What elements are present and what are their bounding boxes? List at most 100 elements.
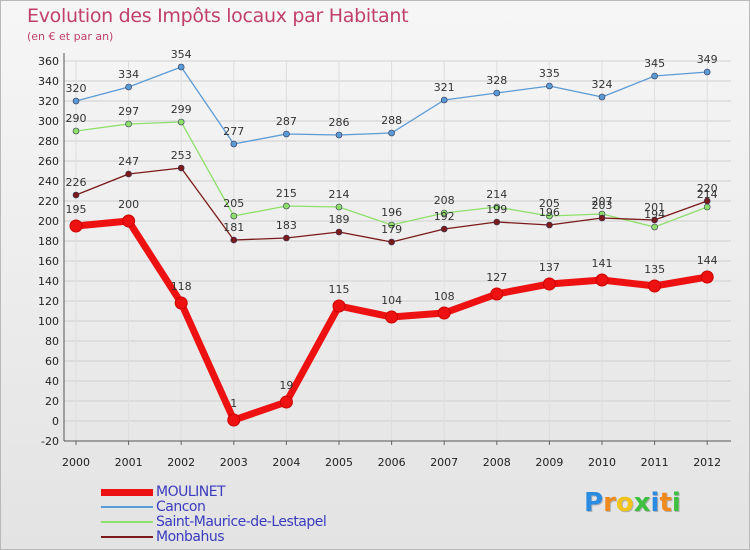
data-point — [598, 214, 606, 222]
data-label: 115 — [329, 283, 350, 296]
axes — [63, 53, 731, 445]
data-point — [546, 212, 553, 220]
data-point — [388, 221, 395, 229]
y-tick-label: 140 — [38, 275, 59, 288]
logo-letter: i — [671, 488, 681, 518]
data-point — [703, 197, 711, 205]
data-point — [177, 118, 185, 126]
data-label: 328 — [486, 74, 507, 87]
y-tick-label: 40 — [45, 375, 59, 388]
data-label: 334 — [118, 68, 139, 81]
legend-swatch — [101, 506, 153, 508]
data-point — [703, 68, 711, 76]
x-tick-label: 2001 — [115, 456, 143, 469]
y-tick-label: 180 — [38, 235, 59, 248]
data-point — [490, 287, 504, 301]
data-point — [335, 203, 343, 211]
legend-label: Saint-Maurice-de-Lestapel — [156, 514, 327, 530]
data-label: 144 — [697, 254, 718, 267]
y-tick-label: 20 — [45, 395, 59, 408]
data-label: 203 — [592, 199, 613, 212]
data-point — [335, 131, 343, 139]
logo-letter: P — [584, 488, 604, 518]
data-point — [493, 89, 501, 97]
data-label: 207 — [592, 195, 613, 208]
data-label: 215 — [276, 187, 297, 200]
data-point — [72, 191, 80, 199]
data-label: 354 — [171, 48, 192, 61]
x-tick-label: 2009 — [535, 456, 563, 469]
data-label: 290 — [66, 112, 87, 125]
data-label: 135 — [644, 263, 665, 276]
data-label: 214 — [486, 188, 507, 201]
data-label: 247 — [118, 155, 139, 168]
x-tick-label: 2004 — [272, 456, 300, 469]
x-tick-label: 2012 — [693, 456, 721, 469]
data-point — [598, 93, 606, 101]
data-label: 194 — [644, 208, 665, 221]
y-tick-label: 220 — [38, 195, 59, 208]
logo-letter: i — [650, 488, 660, 518]
data-label: 297 — [118, 105, 139, 118]
data-point — [230, 212, 238, 220]
logo-letter: r — [603, 488, 616, 518]
data-label: 335 — [539, 67, 560, 80]
data-point — [69, 219, 83, 233]
data-label: 349 — [697, 53, 718, 66]
data-label: 200 — [118, 198, 139, 211]
data-label: 286 — [329, 116, 350, 129]
logo-letter: t — [659, 488, 672, 518]
data-point — [546, 221, 553, 229]
data-point — [125, 83, 132, 91]
data-label: 19 — [279, 379, 293, 392]
y-tick-label: -20 — [41, 435, 59, 448]
data-label: 181 — [223, 221, 244, 234]
logo-letter: x — [633, 488, 651, 518]
x-tick-label: 2002 — [167, 456, 195, 469]
y-tick-label: 200 — [38, 215, 59, 228]
data-label: 199 — [486, 203, 507, 216]
x-tick-label: 2003 — [220, 456, 248, 469]
data-label: 253 — [171, 149, 192, 162]
data-point — [546, 82, 553, 90]
legend-label: Cancon — [156, 499, 206, 515]
data-label: 192 — [434, 210, 455, 223]
x-tick-label: 2011 — [641, 456, 669, 469]
data-point — [177, 164, 185, 172]
data-point — [72, 127, 80, 135]
data-point — [283, 234, 290, 242]
data-point — [493, 218, 501, 226]
y-tick-label: 260 — [38, 155, 59, 168]
data-label: 195 — [66, 203, 87, 216]
data-point — [174, 296, 188, 310]
x-tick-label: 2000 — [62, 456, 90, 469]
data-label: 183 — [276, 219, 297, 232]
data-point — [332, 299, 346, 313]
data-label: 104 — [381, 294, 402, 307]
data-label: 287 — [276, 115, 297, 128]
legend-label: MOULINET — [156, 484, 226, 500]
data-point — [279, 395, 293, 409]
chart-title: Evolution des Impôts locaux par Habitant — [27, 5, 409, 27]
data-label: 214 — [697, 188, 718, 201]
y-tick-label: 320 — [38, 95, 59, 108]
data-point — [388, 238, 395, 246]
data-point — [230, 140, 238, 148]
data-point — [440, 209, 448, 217]
y-tick-label: 160 — [38, 255, 59, 268]
data-label: 118 — [171, 280, 192, 293]
y-tick-label: 0 — [52, 415, 59, 428]
data-point — [283, 202, 290, 210]
data-point — [385, 310, 399, 324]
y-tick-label: 240 — [38, 175, 59, 188]
data-label: 196 — [381, 206, 402, 219]
data-label: 205 — [223, 197, 244, 210]
data-label: 214 — [329, 188, 350, 201]
data-point — [595, 273, 609, 287]
y-tick-label: 120 — [38, 295, 59, 308]
x-tick-label: 2005 — [325, 456, 353, 469]
data-point — [703, 203, 711, 211]
chart-subtitle: (en € et par an) — [27, 30, 114, 43]
data-label: 179 — [381, 223, 402, 236]
